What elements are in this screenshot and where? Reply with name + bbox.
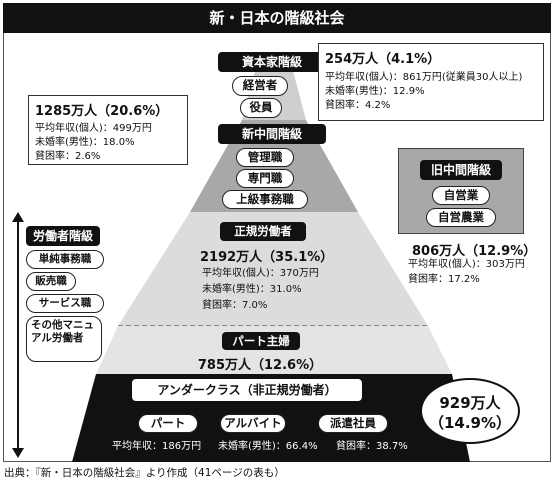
new-middle-count: 1285万人（20.6%）	[35, 104, 169, 119]
capitalist-label: 資本家階級	[218, 52, 326, 72]
role-manual-other: その他マニュアル労働者	[26, 316, 102, 362]
new-middle-poverty: 貧困率：2.6%	[35, 151, 101, 162]
underclass-poverty: 貧困率：38.7%	[336, 441, 408, 452]
role-senior-clerical: 上級事務職	[222, 190, 308, 209]
capitalist-unmarried: 未婚率(男性)：12.9%	[325, 86, 425, 97]
underclass-label: アンダークラス（非正規労働者）	[132, 379, 362, 401]
regular-count: 2192万人（35.1%）	[200, 250, 334, 265]
role-officer: 役員	[240, 98, 282, 118]
source-note: 出典：『新・日本の階級社会』より作成（41ページの表も）	[4, 467, 285, 479]
role-executive: 経営者	[232, 76, 288, 96]
role-arbeit: アルバイト	[220, 414, 286, 433]
working-bracket-bottom-arrow	[12, 448, 24, 458]
capitalist-stats-box: 254万人（4.1%） 平均年収(個人)：861万円(従業員30人以上) 未婚率…	[318, 43, 544, 121]
role-professional: 専門職	[236, 169, 294, 188]
regular-worker-tier	[118, 212, 428, 326]
working-bracket-top-arrow	[12, 212, 24, 222]
underclass-count: 929万人	[439, 394, 501, 412]
role-sales: 販売職	[26, 272, 76, 291]
role-manager: 管理職	[236, 148, 294, 167]
capitalist-poverty: 貧困率：4.2%	[325, 100, 391, 111]
old-middle-label: 旧中間階級	[420, 160, 502, 180]
role-self-employed-farming: 自営農業	[426, 208, 496, 227]
new-middle-stats-box: 1285万人（20.6%） 平均年収(個人)：499万円 未婚率(男性)：18.…	[28, 95, 188, 165]
part-time-wife-tier	[96, 326, 452, 374]
role-service: サービス職	[26, 294, 104, 313]
figure-title: 新・日本の階級社会	[3, 3, 551, 33]
underclass-income: 平均年収：186万円	[112, 441, 202, 452]
role-part-timer: パート	[138, 414, 198, 433]
regular-unmarried: 未婚率(男性)：31.0%	[202, 284, 302, 295]
old-middle-income: 平均年収(個人)：303万円	[408, 259, 525, 270]
new-middle-label: 新中間階級	[218, 124, 326, 144]
regular-label: 正規労働者	[220, 222, 306, 241]
old-middle-count: 806万人（12.9%）	[412, 244, 537, 259]
role-dispatch: 派遣社員	[318, 414, 388, 433]
part-time-wife-label: パート主婦	[222, 332, 300, 350]
new-middle-unmarried: 未婚率(男性)：18.0%	[35, 137, 135, 148]
new-middle-income: 平均年収(個人)：499万円	[35, 123, 152, 134]
capitalist-count: 254万人（4.1%）	[325, 52, 441, 67]
role-self-employed: 自営業	[432, 186, 490, 205]
capitalist-income: 平均年収(個人)：861万円(従業員30人以上)	[325, 72, 523, 83]
part-time-wife-count: 785万人（12.6%）	[197, 358, 323, 373]
underclass-count-bubble	[420, 378, 520, 444]
regular-poverty: 貧困率：7.0%	[202, 300, 268, 311]
underclass-unmarried: 未婚率(男性)：66.4%	[218, 441, 318, 452]
role-simple-clerical: 単純事務職	[26, 250, 104, 269]
regular-income: 平均年収(個人)：370万円	[202, 268, 319, 279]
old-middle-poverty: 貧困率：17.2%	[408, 274, 480, 285]
working-label: 労働者階級	[26, 226, 100, 246]
underclass-percent: （14.9%）	[428, 414, 512, 432]
